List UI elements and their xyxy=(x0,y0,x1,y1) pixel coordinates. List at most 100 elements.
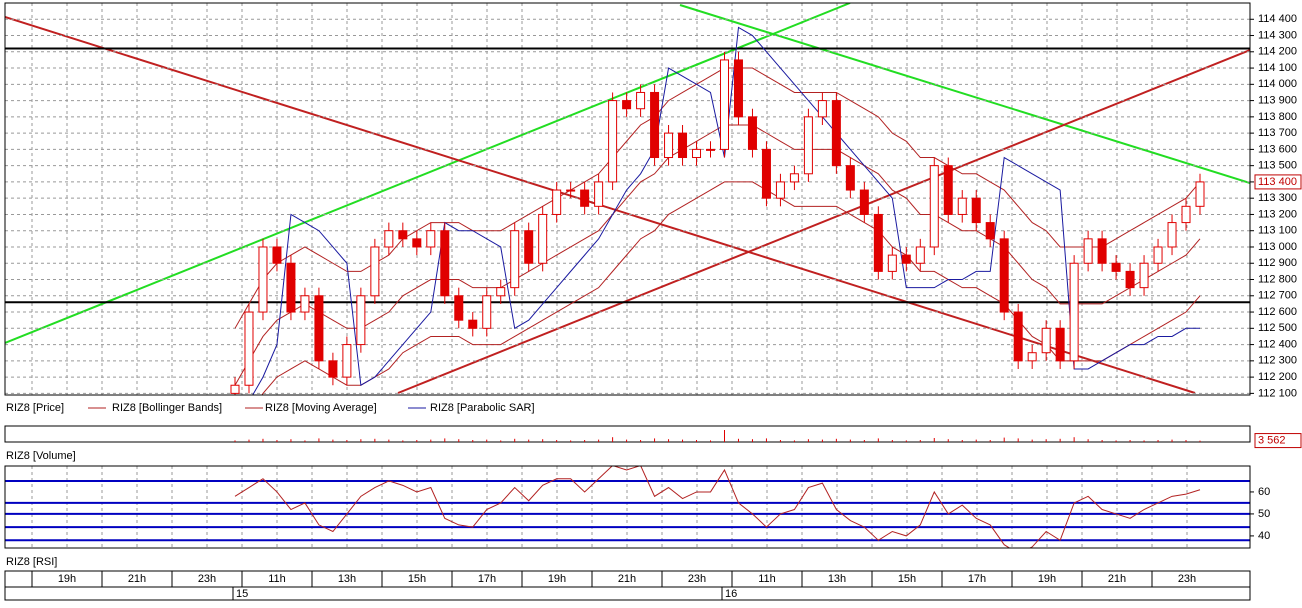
candle-body xyxy=(538,213,548,264)
candle-body xyxy=(370,246,380,297)
candle-body xyxy=(524,230,534,264)
candle-body xyxy=(706,148,716,151)
x-tick-label: 23h xyxy=(688,573,706,585)
x-tick-label: 21h xyxy=(618,573,636,585)
x-tick-label: 11h xyxy=(758,573,776,585)
last-price-label: 113 400 xyxy=(1258,176,1297,188)
candle-body xyxy=(1139,262,1149,289)
candle-body xyxy=(1111,262,1121,272)
candle-body xyxy=(664,132,674,159)
y-tick-label: 113 500 xyxy=(1258,160,1297,172)
legend-label: RIZ8 [Bollinger Bands] xyxy=(112,402,222,414)
y-tick-label: 40 xyxy=(1258,530,1270,542)
candle-body xyxy=(342,344,352,378)
candle-body xyxy=(412,238,422,248)
candle-body xyxy=(286,262,296,313)
candle-body xyxy=(1013,311,1023,362)
x-tick-label: 23h xyxy=(1178,573,1196,585)
candle-body xyxy=(1195,181,1205,207)
y-tick-label: 112 800 xyxy=(1258,273,1297,285)
candle-body xyxy=(733,59,743,118)
x-tick-label: 21h xyxy=(128,573,146,585)
candle-body xyxy=(356,295,366,346)
x-tick-label: 21h xyxy=(1108,573,1126,585)
candle-body xyxy=(747,116,757,150)
y-tick-label: 112 900 xyxy=(1258,257,1297,269)
y-tick-label: 113 100 xyxy=(1258,225,1297,237)
candle-body xyxy=(1167,222,1177,248)
rsi-plot xyxy=(5,466,1250,548)
candle-body xyxy=(510,230,520,289)
candle-body xyxy=(929,165,939,248)
candle-body xyxy=(719,59,729,150)
y-tick-label: 112 100 xyxy=(1258,387,1297,399)
y-tick-label: 112 600 xyxy=(1258,306,1297,318)
candle-body xyxy=(608,100,618,183)
date-axis-frame xyxy=(4,586,1251,601)
candle-body xyxy=(272,246,282,264)
candle-body xyxy=(244,311,254,386)
candle-body xyxy=(971,197,981,224)
candle-body xyxy=(775,181,785,199)
y-tick-label: 113 900 xyxy=(1258,94,1297,106)
y-tick-label: 112 300 xyxy=(1258,355,1297,367)
candle-body xyxy=(1153,246,1163,264)
candle-body xyxy=(636,91,646,110)
candle-body xyxy=(440,230,450,297)
x-tick-label: 19h xyxy=(548,573,566,585)
candle-body xyxy=(300,295,310,313)
x-tick-label: 11h xyxy=(268,573,286,585)
y-tick-label: 113 600 xyxy=(1258,143,1297,155)
candle-body xyxy=(328,360,338,378)
candle-body xyxy=(258,246,268,313)
candle-body xyxy=(915,246,925,264)
y-tick-label: 60 xyxy=(1258,486,1270,498)
candle-body xyxy=(803,116,813,175)
candle-body xyxy=(873,213,883,272)
x-tick-label: 17h xyxy=(478,573,496,585)
candle-body xyxy=(817,100,827,118)
candle-body xyxy=(482,295,492,329)
panel-label: RIZ8 [RSI] xyxy=(6,556,57,568)
candle-body xyxy=(678,132,688,159)
y-tick-label: 113 000 xyxy=(1258,241,1297,253)
candle-body xyxy=(789,173,799,183)
candle-body xyxy=(468,319,478,329)
y-tick-label: 112 200 xyxy=(1258,371,1297,383)
moving-average xyxy=(234,124,1201,386)
y-tick-label: 113 300 xyxy=(1258,192,1297,204)
candle-body xyxy=(384,230,394,248)
x-tick-label: 19h xyxy=(1038,573,1056,585)
y-tick-label: 112 400 xyxy=(1258,338,1297,350)
x-tick-label: 15h xyxy=(898,573,916,585)
candle-body xyxy=(692,148,702,159)
y-tick-label: 114 400 xyxy=(1258,13,1297,25)
x-tick-label: 13h xyxy=(828,573,846,585)
legend-label: RIZ8 [Parabolic SAR] xyxy=(430,402,535,414)
candle-body xyxy=(496,287,506,297)
legend-label: RIZ8 [Price] xyxy=(6,402,64,414)
y-tick-label: 112 700 xyxy=(1258,290,1297,302)
y-tick-label: 113 800 xyxy=(1258,111,1297,123)
y-tick-label: 114 100 xyxy=(1258,62,1297,74)
candle-body xyxy=(957,197,967,215)
rsi-frame xyxy=(4,465,1251,549)
date-label: 15 xyxy=(236,588,248,600)
trend-line xyxy=(5,3,851,344)
trend-line xyxy=(397,49,1250,394)
candle-body xyxy=(580,189,590,207)
candle-body xyxy=(1041,327,1051,354)
y-tick-label: 114 000 xyxy=(1258,78,1297,90)
candle-body xyxy=(1181,205,1191,224)
candle-body xyxy=(566,189,576,192)
bollinger-lower xyxy=(261,181,1201,395)
price-frame xyxy=(4,2,1251,396)
candle-body xyxy=(426,230,436,248)
candle-body xyxy=(1055,327,1065,362)
last-volume-label: 3 562 xyxy=(1258,434,1286,446)
y-tick-label: 114 300 xyxy=(1258,29,1297,41)
trend-line xyxy=(679,4,1250,184)
candle-body xyxy=(314,295,324,362)
candle-body xyxy=(831,100,841,167)
